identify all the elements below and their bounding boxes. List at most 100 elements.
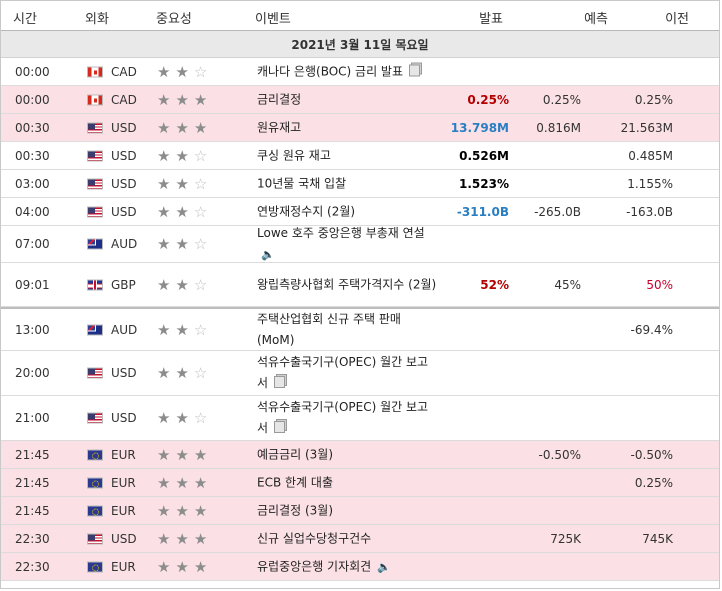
event-row[interactable]: 22:30 EUR ★★★ 유럽중앙은행 기자회견 🔈 [1,553,719,581]
event-row[interactable]: 00:30 USD ★★★ 원유재고 13.798M 0.816M 21.563M [1,114,719,142]
event-row[interactable]: 00:30 USD ★★☆ 쿠싱 원유 재고 0.526M 0.485M [1,142,719,170]
actual-value: 0.25% [467,92,509,107]
document-icon[interactable] [274,376,286,388]
event-name[interactable]: 연방재정수지 (2월) [257,201,355,222]
document-icon[interactable] [409,64,421,76]
event-name[interactable]: 왕립측량사협회 주택가격지수 (2월) [257,274,447,295]
forecast-value: 45% [554,277,581,292]
event-name[interactable]: 석유수출국기구(OPEC) 월간 보고서 [257,352,437,394]
us-flag-icon [87,122,103,133]
speaker-icon[interactable]: 🔈 [377,560,391,573]
currency-code: CAD [111,92,137,107]
event-row[interactable]: 21:45 EUR ★★★ 예금금리 (3월) -0.50% -0.50% [1,441,719,469]
us-flag-icon [87,150,103,161]
previous-value: -0.50% [630,447,673,462]
importance-stars: ★★☆ [157,364,212,382]
event-title[interactable]: 캐나다 은행(BOC) 금리 발표 [257,64,404,78]
event-row[interactable]: 07:00 AUD ★★☆ Lowe 호주 중앙은행 부총재 연설 🔈 [1,226,719,263]
star-filled-icon: ★ [157,445,176,464]
header-event[interactable]: 이벤트 [255,12,291,27]
previous-value: 0.485M [628,148,673,163]
event-title[interactable]: 원유재고 [257,120,302,134]
event-row[interactable]: 20:00 USD ★★☆ 석유수출국기구(OPEC) 월간 보고서 [1,351,719,396]
star-filled-icon: ★ [157,235,176,253]
event-title[interactable]: 석유수출국기구(OPEC) 월간 보고서 [257,400,429,435]
us-flag-icon [87,412,103,424]
forecast-value: 725K [550,531,581,546]
header-forecast[interactable]: 예측 [584,12,608,27]
importance-stars: ★★☆ [157,63,212,81]
header-time[interactable]: 시간 [13,12,37,27]
event-title[interactable]: 주택산업협회 신규 주택 판매 (MoM) [257,311,401,347]
event-title[interactable]: 석유수출국기구(OPEC) 월간 보고서 [257,355,429,390]
event-row[interactable]: 21:00 USD ★★☆ 석유수출국기구(OPEC) 월간 보고서 [1,396,719,441]
event-time: 22:30 [15,531,50,546]
header-currency[interactable]: 외화 [85,12,109,27]
event-row[interactable]: 03:00 USD ★★☆ 10년물 국채 입찰 1.523% 1.155% [1,170,719,198]
event-title[interactable]: 금리결정 [257,92,302,106]
header-actual[interactable]: 발표 [479,12,503,27]
event-name[interactable]: 원유재고 [257,117,301,138]
star-filled-icon: ★ [157,320,176,339]
event-row[interactable]: 00:00 CAD ★★★ 금리결정 0.25% 0.25% 0.25% [1,86,719,114]
speaker-icon[interactable]: 🔈 [261,248,275,261]
event-name[interactable]: 신규 실업수당청구건수 [257,528,371,549]
event-name[interactable]: 10년물 국채 입찰 [257,173,346,194]
australia-flag-icon [87,238,103,250]
event-name[interactable]: 유럽중앙은행 기자회견 🔈 [257,556,391,577]
star-filled-icon: ★ [175,409,194,427]
forecast-value: 0.816M [536,120,581,135]
star-filled-icon: ★ [175,364,194,382]
header-importance[interactable]: 중요성 [156,12,192,27]
us-flag-icon [87,533,103,544]
importance-stars: ★★★ [157,502,212,520]
event-row[interactable]: 00:00 CAD ★★☆ 캐나다 은행(BOC) 금리 발표 [1,58,719,86]
importance-stars: ★★★ [157,91,212,109]
event-name[interactable]: Lowe 호주 중앙은행 부총재 연설 🔈 [257,223,447,265]
star-filled-icon: ★ [193,118,213,137]
star-filled-icon: ★ [157,501,176,520]
event-name[interactable]: ECB 한계 대출 [257,472,333,493]
event-row[interactable]: 04:00 USD ★★☆ 연방재정수지 (2월) -311.0B -265.0B -163… [1,198,719,226]
currency-code: EUR [111,475,136,490]
event-title[interactable]: 유럽중앙은행 기자회견 [257,559,372,573]
event-title[interactable]: 왕립측량사협회 주택가격지수 (2월) [257,277,437,291]
star-empty-icon: ☆ [193,174,213,193]
event-title[interactable]: 10년물 국채 입찰 [257,176,347,190]
event-time: 21:45 [15,475,50,490]
document-icon[interactable] [274,421,286,433]
importance-stars: ★★☆ [157,321,212,339]
event-title[interactable]: 금리결정 (3월) [257,503,334,517]
star-filled-icon: ★ [175,445,194,464]
us-flag-icon [87,206,103,217]
previous-value: 21.563M [620,120,673,135]
event-row[interactable]: 09:01 GBP ★★☆ 왕립측량사협회 주택가격지수 (2월) 52% 45% 50% [1,263,719,307]
event-title[interactable]: 연방재정수지 (2월) [257,204,356,218]
star-filled-icon: ★ [175,473,194,492]
currency-code: USD [111,204,137,219]
star-filled-icon: ★ [157,473,176,492]
event-title[interactable]: 쿠싱 원유 재고 [257,148,331,162]
event-name[interactable]: 예금금리 (3월) [257,444,333,465]
event-title[interactable]: 예금금리 (3월) [257,447,334,461]
event-title[interactable]: ECB 한계 대출 [257,475,333,489]
event-time: 07:00 [15,237,50,251]
event-row[interactable]: 13:00 AUD ★★☆ 주택산업협회 신규 주택 판매 (MoM) -69.4% [1,307,719,351]
event-name[interactable]: 쿠싱 원유 재고 [257,145,331,166]
eu-flag-icon [87,477,103,488]
event-name[interactable]: 캐나다 은행(BOC) 금리 발표 [257,61,421,82]
event-title[interactable]: 신규 실업수당청구건수 [257,531,372,545]
event-row[interactable]: 21:45 EUR ★★★ ECB 한계 대출 0.25% [1,469,719,497]
importance-stars: ★★★ [157,530,212,548]
header-previous[interactable]: 이전 [665,12,689,27]
event-row[interactable]: 22:30 USD ★★★ 신규 실업수당청구건수 725K 745K [1,525,719,553]
event-name[interactable]: 석유수출국기구(OPEC) 월간 보고서 [257,397,437,439]
currency-code: EUR [111,503,136,518]
event-name[interactable]: 금리결정 [257,89,301,110]
importance-stars: ★★★ [157,474,212,492]
event-name[interactable]: 금리결정 (3월) [257,500,333,521]
event-row[interactable]: 21:45 EUR ★★★ 금리결정 (3월) [1,497,719,525]
event-title[interactable]: Lowe 호주 중앙은행 부총재 연설 [257,226,425,240]
event-name[interactable]: 주택산업협회 신규 주택 판매 (MoM) [257,309,437,351]
star-filled-icon: ★ [157,90,176,109]
